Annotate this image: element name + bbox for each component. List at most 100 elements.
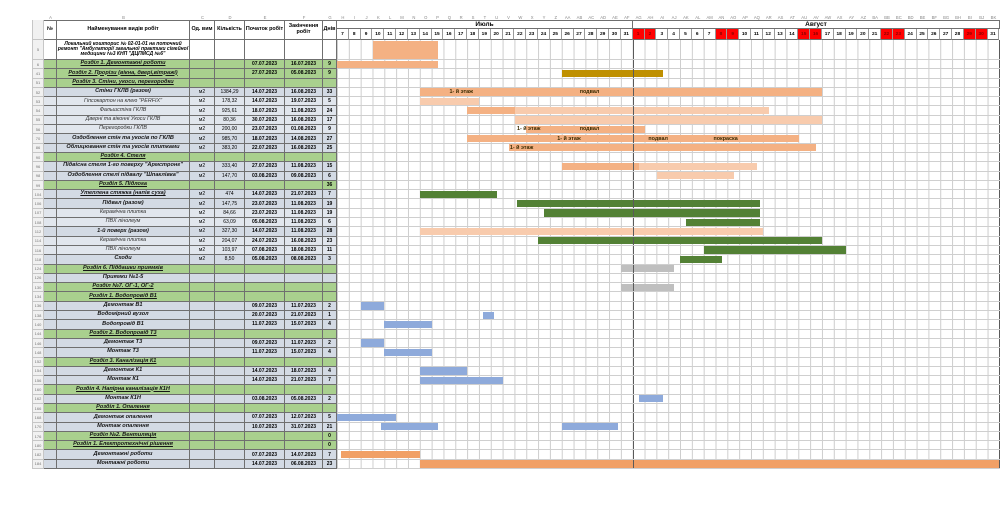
start-date-cell[interactable] (245, 431, 285, 442)
days-cell[interactable] (323, 152, 337, 163)
end-date-cell[interactable]: 15.07.2023 (285, 320, 323, 330)
column-letter[interactable]: L (384, 14, 397, 20)
gantt-bar[interactable] (337, 413, 397, 422)
end-date-cell[interactable] (285, 180, 323, 191)
start-date-cell[interactable]: 14.07.2023 (245, 459, 285, 470)
day-header[interactable]: 9 (360, 29, 373, 40)
column-letter[interactable]: BJ (975, 14, 988, 20)
column-letter[interactable]: AW (821, 14, 834, 20)
day-header[interactable]: 21 (869, 29, 882, 40)
quantity-cell[interactable]: 147,70 (215, 171, 245, 181)
column-letter[interactable]: BK (987, 14, 1000, 20)
task-name-cell[interactable]: Оздоблення стелі підвалу "Шпаклівка" (57, 171, 190, 181)
column-letter[interactable]: BI (963, 14, 976, 20)
day-header[interactable]: 13 (774, 29, 787, 40)
column-letter[interactable]: AO (727, 14, 740, 20)
day-header[interactable]: 29 (963, 29, 976, 40)
gantt-bar[interactable] (419, 88, 823, 96)
column-header[interactable]: Кількість (215, 20, 245, 40)
end-date-cell[interactable] (285, 283, 323, 293)
days-cell[interactable]: 23 (323, 459, 337, 470)
days-cell[interactable] (323, 78, 337, 88)
column-letter[interactable]: BA (869, 14, 882, 20)
gantt-bar[interactable] (561, 162, 639, 171)
column-letter[interactable]: AE (609, 14, 621, 20)
start-date-cell[interactable]: 05.08.2023 (245, 218, 285, 228)
gantt-bar[interactable] (514, 106, 770, 115)
quantity-cell[interactable]: 985,70 (215, 134, 245, 144)
row-number[interactable]: 118 (32, 255, 44, 265)
gantt-bar[interactable] (561, 69, 663, 78)
gantt-bar[interactable] (360, 339, 385, 347)
gantt-row[interactable] (337, 190, 1000, 200)
gantt-bar[interactable] (508, 144, 817, 152)
column-letter[interactable]: AV (810, 14, 822, 20)
unit-cell[interactable] (190, 329, 215, 339)
end-date-cell[interactable]: 11.07.2023 (285, 338, 323, 349)
row-number[interactable]: 140 (32, 320, 44, 330)
column-letter[interactable]: AN (715, 14, 728, 20)
quantity-cell[interactable] (215, 357, 245, 367)
row-number[interactable]: 41 (32, 69, 44, 79)
unit-cell[interactable] (190, 376, 215, 386)
row-index-cell[interactable] (44, 385, 57, 395)
day-header[interactable]: 3 (656, 29, 669, 40)
row-index-cell[interactable] (44, 459, 57, 470)
task-name-cell[interactable]: Демонтаж К1 (57, 366, 190, 377)
day-header[interactable]: 26 (928, 29, 941, 40)
gantt-bar[interactable] (656, 172, 734, 180)
day-header[interactable]: 17 (455, 29, 468, 40)
column-letter[interactable]: D (215, 14, 245, 20)
end-date-cell[interactable] (285, 441, 323, 451)
days-cell[interactable]: 2 (323, 394, 337, 404)
task-name-cell[interactable]: Розділ 3. Стіни, укоси, перегородки (57, 78, 190, 88)
days-cell[interactable]: 7 (323, 376, 337, 386)
gantt-row[interactable] (337, 199, 1000, 209)
task-name-cell[interactable]: Розділ №2. Вентиляція (57, 431, 190, 442)
unit-cell[interactable] (190, 273, 215, 284)
gantt-row[interactable] (337, 236, 1000, 246)
quantity-cell[interactable]: 925,61 (215, 106, 245, 116)
row-number[interactable]: 124 (32, 264, 44, 274)
row-index-cell[interactable] (44, 301, 57, 312)
gantt-row[interactable] (337, 329, 1000, 339)
row-number[interactable]: 55 (32, 115, 44, 126)
row-number[interactable]: 5 (32, 40, 44, 60)
days-cell[interactable]: 0 (323, 441, 337, 451)
start-date-cell[interactable]: 03.08.2023 (245, 171, 285, 181)
row-number[interactable]: 56 (32, 125, 44, 135)
days-cell[interactable]: 4 (323, 366, 337, 377)
task-name-cell[interactable]: Оздоблення стін та укосів по ГКЛВ (57, 134, 190, 144)
row-number[interactable]: 170 (32, 422, 44, 432)
days-cell[interactable]: 0 (323, 431, 337, 442)
month-label[interactable]: Июль (337, 20, 633, 29)
quantity-cell[interactable] (215, 348, 245, 358)
unit-cell[interactable] (190, 301, 215, 312)
start-date-cell[interactable]: 23.07.2023 (245, 208, 285, 219)
end-date-cell[interactable] (285, 403, 323, 414)
end-date-cell[interactable]: 21.07.2023 (285, 311, 323, 321)
gantt-row[interactable] (337, 348, 1000, 358)
row-number[interactable]: 160 (32, 385, 44, 395)
days-cell[interactable]: 25 (323, 143, 337, 153)
gantt-row[interactable] (337, 311, 1000, 321)
gantt-bar[interactable] (526, 125, 645, 133)
gantt-bar[interactable] (337, 60, 438, 68)
quantity-cell[interactable] (215, 450, 245, 460)
unit-cell[interactable] (190, 403, 215, 414)
gantt-bar[interactable] (419, 227, 764, 236)
column-letter[interactable]: B (57, 14, 190, 20)
row-index-cell[interactable] (44, 394, 57, 404)
row-index-cell[interactable] (44, 115, 57, 126)
row-number[interactable]: 138 (32, 311, 44, 321)
unit-cell[interactable] (190, 338, 215, 349)
end-date-cell[interactable] (285, 385, 323, 395)
row-number[interactable]: 126 (32, 273, 44, 284)
end-date-cell[interactable]: 09.08.2023 (285, 171, 323, 181)
days-cell[interactable]: 4 (323, 348, 337, 358)
column-letter[interactable]: BG (940, 14, 953, 20)
day-header[interactable]: 18 (833, 29, 846, 40)
row-number[interactable]: 53 (32, 97, 44, 107)
row-number[interactable]: 148 (32, 348, 44, 358)
days-cell[interactable]: 7 (323, 450, 337, 460)
